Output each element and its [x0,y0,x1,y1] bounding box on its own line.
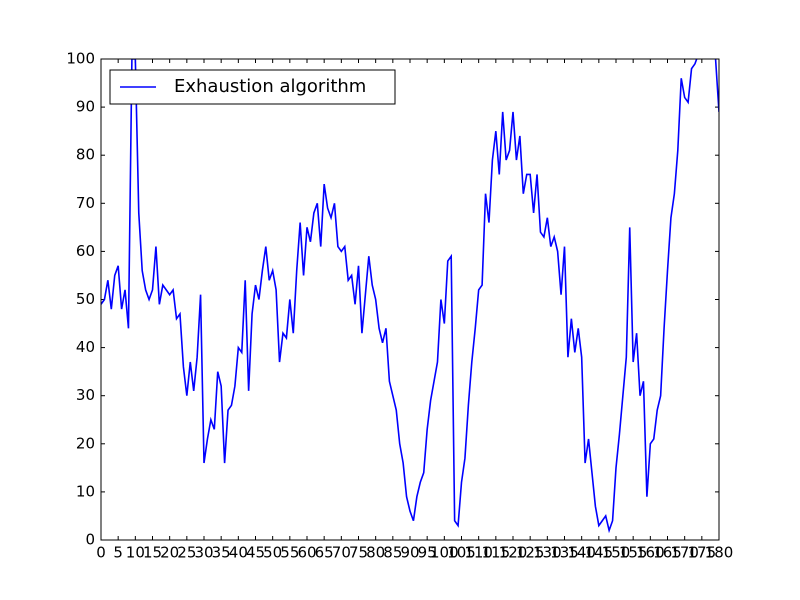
y-tick-label: 50 [76,290,95,308]
x-tick-label: 115 [482,544,511,562]
x-tick-label: 85 [383,544,402,562]
x-tick-label: 125 [516,544,545,562]
x-tick-label: 65 [315,544,334,562]
x-tick-label: 15 [143,544,162,562]
x-tick-label: 35 [212,544,231,562]
x-tick-label: 80 [366,544,385,562]
x-tick-label: 50 [263,544,282,562]
x-tick-label: 120 [499,544,528,562]
x-tick-label: 180 [705,544,734,562]
y-tick-label: 90 [76,98,95,116]
y-tick-label: 10 [76,482,95,500]
x-tick-label: 150 [602,544,631,562]
x-tick-label: 75 [349,544,368,562]
y-tick-label: 80 [76,146,95,164]
x-tick-label: 175 [688,544,717,562]
x-tick-label: 25 [177,544,196,562]
legend-label: Exhaustion algorithm [174,76,366,97]
x-tick-label: 60 [297,544,316,562]
x-tick-label: 70 [332,544,351,562]
y-tick-label: 0 [85,531,95,549]
x-tick-label: 160 [636,544,665,562]
x-tick-label: 90 [400,544,419,562]
x-tick-label: 155 [619,544,648,562]
x-tick-label: 95 [418,544,437,562]
x-tick-label: 45 [246,544,265,562]
x-tick-label: 10 [126,544,145,562]
y-tick-label: 40 [76,338,95,356]
x-tick-label: 55 [280,544,299,562]
x-tick-label: 5 [113,544,123,562]
y-tick-label: 70 [76,194,95,212]
x-tick-label: 0 [96,544,106,562]
x-tick-label: 140 [567,544,596,562]
plot-frame [100,58,720,541]
x-tick-label: 20 [160,544,179,562]
x-tick-label: 30 [194,544,213,562]
y-tick-label: 20 [76,434,95,452]
x-tick-label: 110 [464,544,493,562]
y-tick-label: 100 [66,50,95,68]
y-tick-label: 30 [76,386,95,404]
data-line [101,59,719,534]
x-tick-label: 165 [653,544,682,562]
x-tick-label: 170 [670,544,699,562]
x-tick-label: 40 [229,544,248,562]
x-tick-label: 130 [533,544,562,562]
legend-box [109,69,396,105]
x-tick-label: 135 [550,544,579,562]
x-tick-label: 105 [447,544,476,562]
x-tick-label: 145 [585,544,614,562]
y-tick-label: 60 [76,242,95,260]
x-tick-label: 100 [430,544,459,562]
